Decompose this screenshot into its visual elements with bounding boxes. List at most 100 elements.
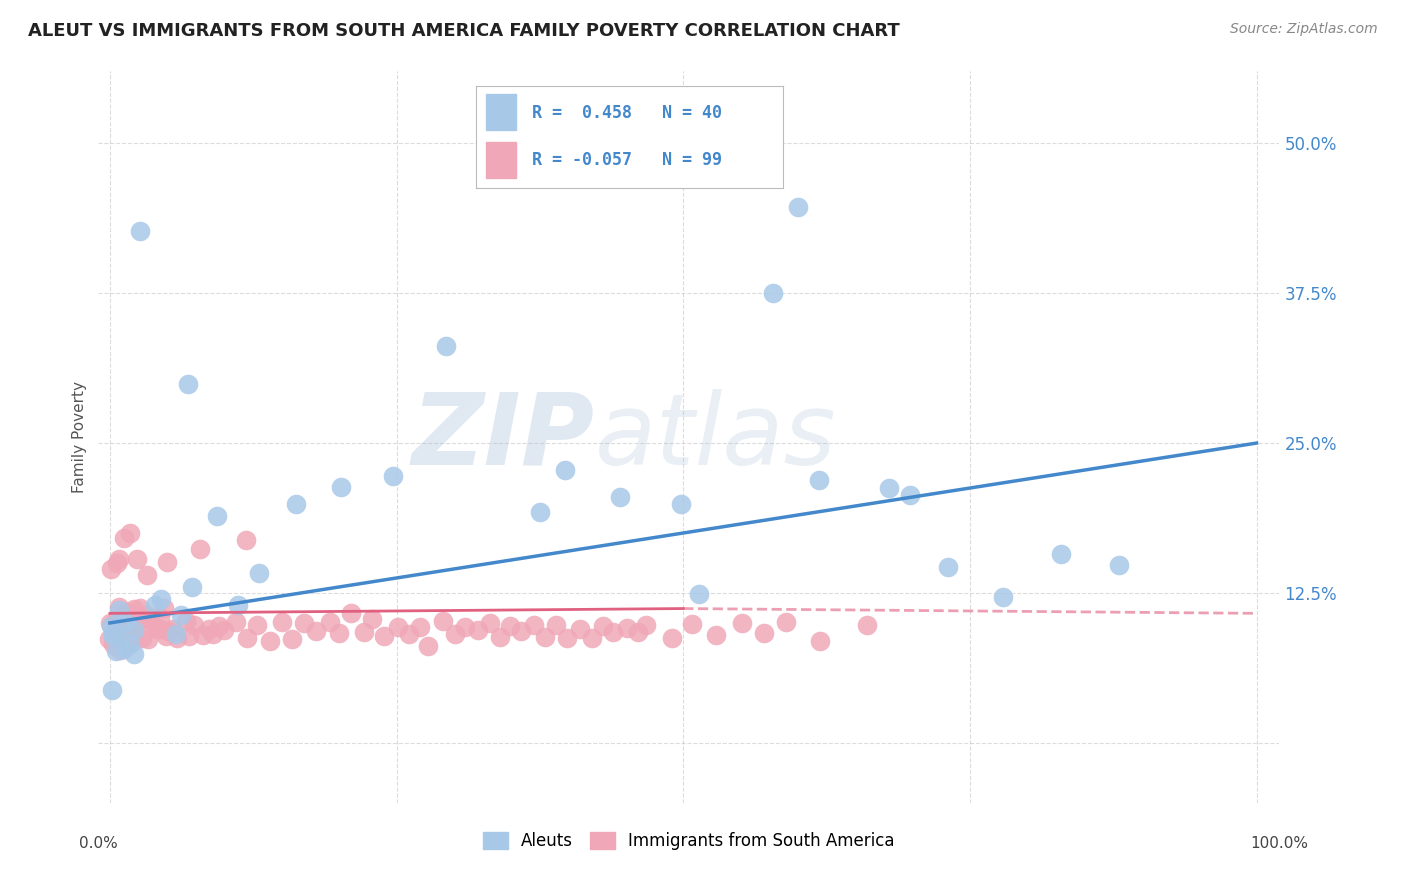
Point <box>432 614 454 628</box>
Point <box>149 622 172 636</box>
Point <box>235 533 257 547</box>
Point <box>936 559 959 574</box>
Point <box>183 618 205 632</box>
Point <box>879 481 901 495</box>
Point <box>112 621 135 635</box>
Point <box>128 601 150 615</box>
Point <box>193 627 215 641</box>
Point <box>305 624 328 638</box>
Point <box>602 625 624 640</box>
Point <box>115 606 138 620</box>
Point <box>136 632 159 647</box>
Text: 100.0%: 100.0% <box>1250 836 1309 851</box>
Point <box>416 639 439 653</box>
Point <box>669 497 692 511</box>
Point <box>103 626 125 640</box>
Point <box>246 618 269 632</box>
Point <box>634 617 657 632</box>
Point <box>111 617 134 632</box>
Point <box>616 621 638 635</box>
Point <box>533 630 555 644</box>
Point <box>688 587 710 601</box>
Point <box>174 614 197 628</box>
Point <box>212 624 235 638</box>
Point <box>115 630 138 644</box>
Point <box>149 610 172 624</box>
Point <box>170 608 193 623</box>
Point <box>118 626 141 640</box>
Point <box>105 557 128 571</box>
Point <box>100 619 122 633</box>
Point <box>131 631 153 645</box>
Point <box>555 631 578 645</box>
Point <box>153 601 176 615</box>
Point <box>120 619 142 633</box>
Point <box>328 626 350 640</box>
Point <box>569 622 592 636</box>
Point <box>108 603 131 617</box>
Point <box>143 598 166 612</box>
Point <box>177 629 200 643</box>
Point <box>207 508 229 523</box>
Point <box>104 629 127 643</box>
Point <box>143 619 166 633</box>
Point <box>226 599 249 613</box>
Point <box>101 637 124 651</box>
Point <box>114 615 136 629</box>
Point <box>523 617 546 632</box>
Point <box>546 617 568 632</box>
Point <box>991 590 1014 604</box>
Point <box>292 616 315 631</box>
Point <box>554 463 576 477</box>
Point <box>108 600 131 615</box>
Point <box>387 620 409 634</box>
Point <box>856 618 879 632</box>
Point <box>373 629 395 643</box>
Point <box>107 620 129 634</box>
Point <box>1049 547 1071 561</box>
Y-axis label: Family Poverty: Family Poverty <box>72 381 87 493</box>
Point <box>188 541 211 556</box>
Point <box>775 615 797 630</box>
Point <box>100 562 122 576</box>
Point <box>202 626 225 640</box>
Point <box>467 624 489 638</box>
Point <box>808 633 831 648</box>
Point <box>488 630 510 644</box>
Point <box>111 627 134 641</box>
Point <box>361 612 384 626</box>
Point <box>98 632 121 646</box>
Point <box>330 480 353 494</box>
Point <box>259 633 281 648</box>
Point <box>434 339 457 353</box>
Point <box>111 612 134 626</box>
Point <box>225 615 247 630</box>
Point <box>592 619 614 633</box>
Text: ALEUT VS IMMIGRANTS FROM SOUTH AMERICA FAMILY POVERTY CORRELATION CHART: ALEUT VS IMMIGRANTS FROM SOUTH AMERICA F… <box>28 22 900 40</box>
Text: Source: ZipAtlas.com: Source: ZipAtlas.com <box>1230 22 1378 37</box>
Point <box>160 622 183 636</box>
Point <box>181 580 204 594</box>
Point <box>339 607 361 621</box>
Point <box>627 625 650 640</box>
Point <box>124 647 146 661</box>
Point <box>704 628 727 642</box>
Point <box>107 626 129 640</box>
Point <box>114 532 136 546</box>
Point <box>731 615 754 630</box>
Text: 0.0%: 0.0% <box>79 836 118 851</box>
Point <box>165 627 187 641</box>
Point <box>112 642 135 657</box>
Point <box>124 623 146 637</box>
Point <box>105 644 128 658</box>
Point <box>120 637 142 651</box>
Point <box>509 624 531 638</box>
Point <box>398 627 420 641</box>
Point <box>107 552 129 566</box>
Point <box>129 224 152 238</box>
Point <box>478 616 501 631</box>
Point <box>120 525 142 540</box>
Point <box>150 592 173 607</box>
Point <box>609 490 631 504</box>
Point <box>108 643 131 657</box>
